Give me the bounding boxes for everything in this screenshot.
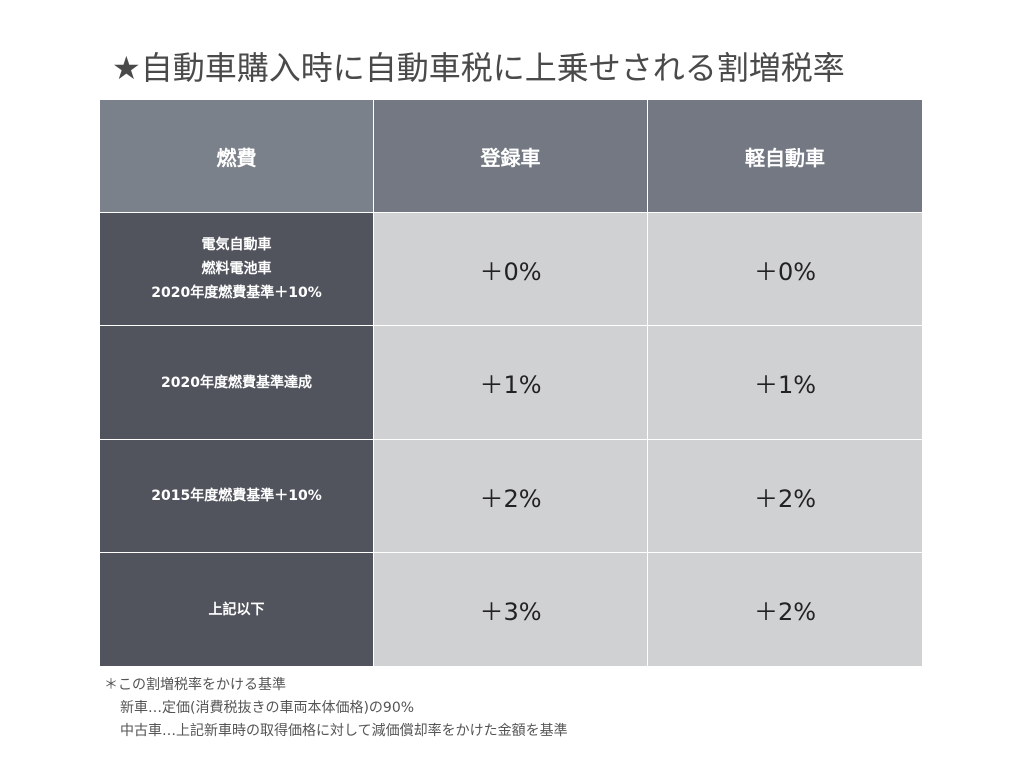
footnote-heading: ＊この割増税率をかける基準: [104, 677, 286, 693]
page-title: ★自動車購入時に自動車税に上乗せされる割増税率: [112, 49, 845, 87]
rate-kei: ＋2%: [648, 440, 922, 553]
tax-rate-table: 燃費 登録車 軽自動車 電気自動車 燃料電池車 2020年度燃費基準＋10% ＋…: [100, 100, 922, 666]
footnote: ＊この割増税率をかける基準 新車…定価(消費税抜きの車両本体価格)の90% 中古…: [104, 674, 704, 743]
row-label-2015-standard: 2015年度燃費基準＋10%: [100, 440, 374, 553]
row-label-line: 2020年度燃費基準＋10%: [151, 285, 322, 301]
header-fuel-economy: 燃費: [100, 100, 374, 213]
rate-registered: ＋0%: [374, 213, 648, 326]
footnote-new-car: 新車…定価(消費税抜きの車両本体価格)の90%: [120, 700, 415, 716]
rate-kei: ＋2%: [648, 553, 922, 666]
rate-kei: ＋1%: [648, 326, 922, 440]
rate-registered: ＋2%: [374, 440, 648, 553]
rate-registered: ＋1%: [374, 326, 648, 440]
row-label-2020-standard: 2020年度燃費基準達成: [100, 326, 374, 440]
header-registered-car: 登録車: [374, 100, 648, 213]
rate-registered: ＋3%: [374, 553, 648, 666]
row-label-below: 上記以下: [100, 553, 374, 666]
row-label-ev-fcv: 電気自動車 燃料電池車 2020年度燃費基準＋10%: [100, 213, 374, 326]
rate-kei: ＋0%: [648, 213, 922, 326]
footnote-used-car: 中古車…上記新車時の取得価格に対して減価償却率をかけた金額を基準: [120, 723, 568, 739]
header-kei-car: 軽自動車: [648, 100, 922, 213]
row-label-line: 電気自動車: [201, 237, 272, 253]
row-label-line: 燃料電池車: [201, 261, 272, 277]
